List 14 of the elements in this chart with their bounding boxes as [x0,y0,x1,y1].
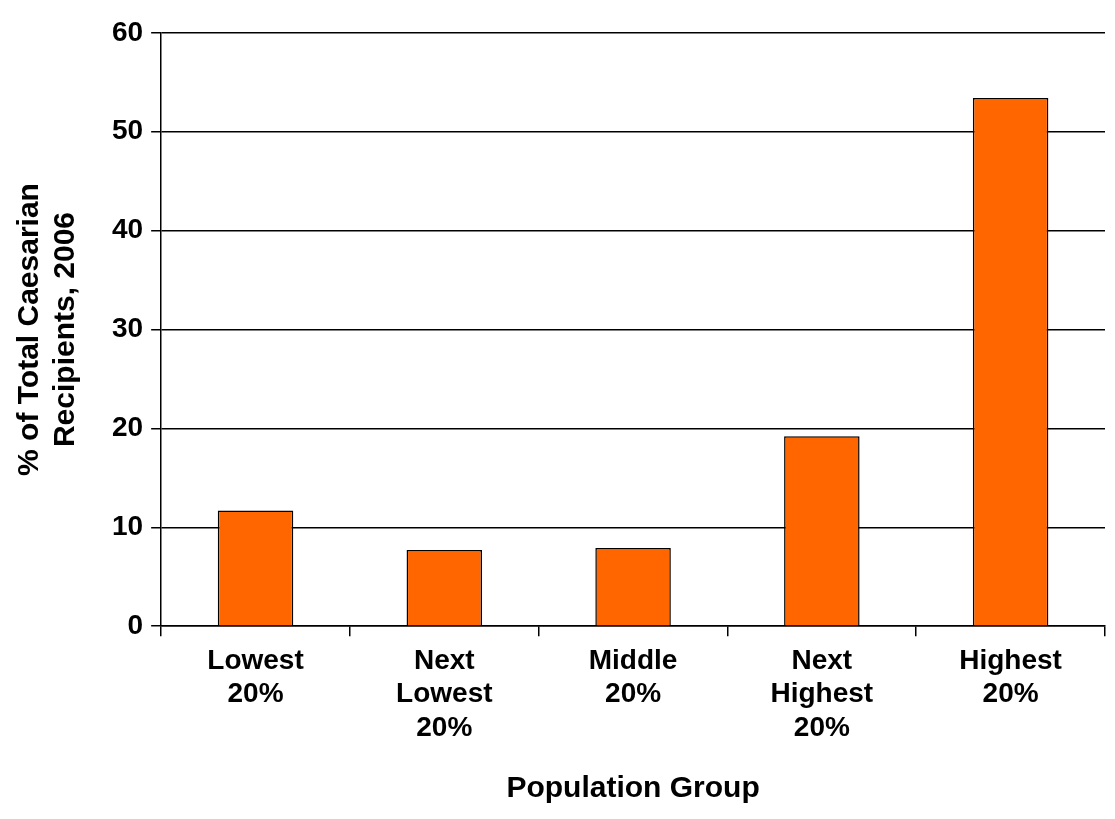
x-tick-label: Middle 20% [588,643,678,709]
y-tick-label: 10 [111,510,144,542]
y-tick-label: 50 [111,114,144,146]
y-axis-title: % of Total Caesarian Recipients, 2006 [11,183,81,476]
x-tick-label: Next Lowest 20% [396,643,493,742]
y-tick-label: 40 [111,213,144,245]
y-tick-label: 30 [111,312,144,344]
y-tick-label: 60 [111,15,144,47]
x-tick-label: Highest 20% [959,643,1062,709]
x-tick-label: Next Highest 20% [770,643,874,742]
y-tick-label: 0 [127,608,144,640]
x-tick-label: Lowest 20% [207,643,304,709]
y-tick-label: 20 [111,411,144,443]
x-axis-title: Population Group [506,770,760,804]
